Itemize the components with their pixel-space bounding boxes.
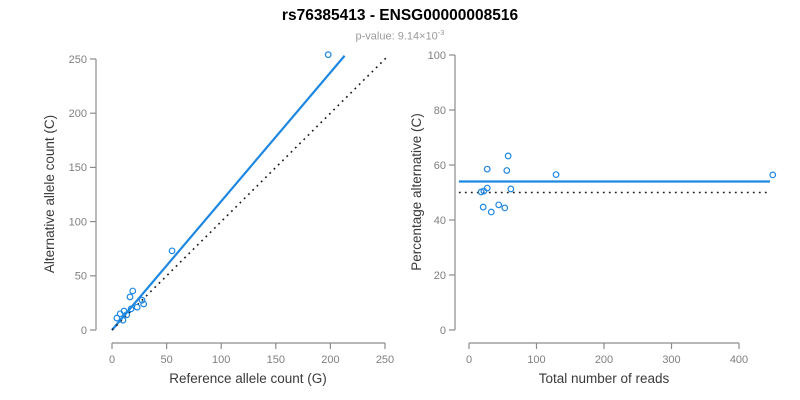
data-point <box>324 51 332 59</box>
y-axis-title: Alternative allele count (C) <box>42 115 57 273</box>
data-point <box>140 300 148 308</box>
data-point <box>483 165 491 173</box>
fit-line <box>111 55 346 331</box>
x-tick-label: 200 <box>321 354 339 366</box>
x-tick-label: 50 <box>160 354 172 366</box>
y-tick-label: 20 <box>434 270 446 282</box>
y-tick-label: 150 <box>69 162 87 174</box>
left-scatter-panel: 0 50 100 150 200 250 0 50 100 150 200 250 Reference … <box>42 51 394 386</box>
y-tick-label: 100 <box>69 216 87 228</box>
pvalue-exponent: -3 <box>437 28 445 37</box>
identity-line <box>111 57 387 331</box>
figure-title: rs76385413 - ENSG00000008516 <box>281 7 519 24</box>
y-tick-label: 50 <box>75 271 87 283</box>
y-tick-label: 80 <box>434 105 446 117</box>
x-tick-label: 150 <box>267 354 285 366</box>
x-tick-label: 300 <box>662 354 680 366</box>
data-point <box>119 316 127 324</box>
x-tick-label: 250 <box>376 354 394 366</box>
figure-subtitle: p-value: 9.14×10-3 <box>0 28 800 43</box>
data-point <box>129 287 137 295</box>
data-point <box>503 167 511 174</box>
right-scatter-panel: 0 20 40 60 80 100 0 100 200 300 400 Total number of… <box>409 50 777 386</box>
data-point <box>133 303 141 311</box>
x-tick-label: 100 <box>212 354 230 366</box>
y-tick-label: 60 <box>434 160 446 172</box>
data-point <box>127 305 135 313</box>
x-axis-title: Reference allele count (G) <box>169 371 327 386</box>
y-tick-label: 40 <box>434 215 446 227</box>
y-tick-label: 100 <box>428 50 446 62</box>
y-tick-label: 250 <box>69 54 87 66</box>
y-axis-title: Percentage alternative (C) <box>409 113 424 271</box>
data-point <box>769 171 777 179</box>
data-point <box>495 201 503 209</box>
x-tick-label: 200 <box>595 354 613 366</box>
y-tick-label: 0 <box>81 325 87 337</box>
data-point <box>113 314 121 322</box>
data-point <box>123 311 131 319</box>
data-point <box>501 204 509 212</box>
data-point <box>504 152 512 160</box>
x-axis-title: Total number of reads <box>539 371 670 386</box>
data-point <box>138 296 146 304</box>
data-point <box>552 171 560 179</box>
pvalue-text: p-value: 9.14×10 <box>355 30 438 43</box>
data-point <box>487 208 495 216</box>
x-tick-label: 100 <box>527 354 545 366</box>
x-tick-label: 400 <box>730 354 748 366</box>
data-point <box>126 293 134 301</box>
data-point <box>168 247 176 255</box>
data-point <box>507 185 515 193</box>
data-point <box>479 203 487 211</box>
y-tick-label: 0 <box>440 325 446 337</box>
y-tick-label: 200 <box>69 108 87 120</box>
x-tick-label: 0 <box>466 354 472 366</box>
x-tick-label: 0 <box>109 354 115 366</box>
data-point <box>483 184 491 192</box>
